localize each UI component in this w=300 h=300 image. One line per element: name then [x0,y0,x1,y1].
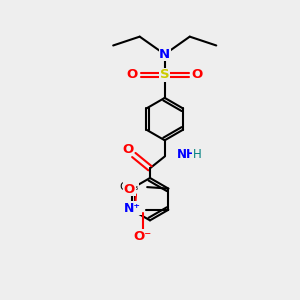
Text: NH: NH [177,148,197,160]
Text: O: O [124,183,135,196]
Text: O: O [191,68,203,81]
Text: N: N [159,48,170,61]
Text: N⁺: N⁺ [124,202,141,215]
Text: S: S [160,68,169,81]
Text: O⁻: O⁻ [134,230,152,243]
Text: CH₃: CH₃ [120,182,139,192]
Text: H: H [193,148,201,160]
Text: O: O [122,142,134,156]
Text: O: O [127,68,138,81]
